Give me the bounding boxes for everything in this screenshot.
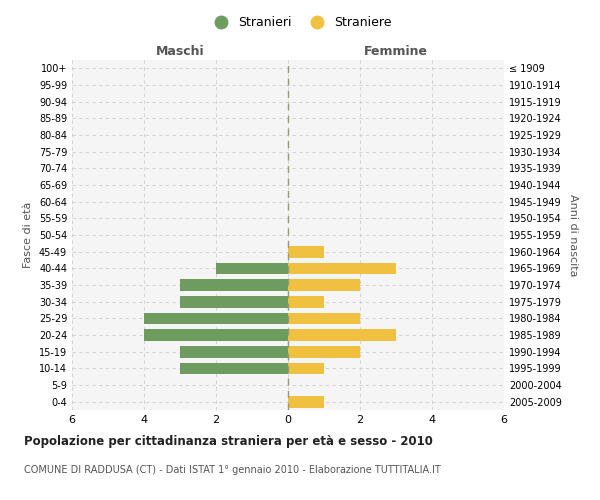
Text: COMUNE DI RADDUSA (CT) - Dati ISTAT 1° gennaio 2010 - Elaborazione TUTTITALIA.IT: COMUNE DI RADDUSA (CT) - Dati ISTAT 1° g… <box>24 465 441 475</box>
Bar <box>288 346 360 358</box>
Bar <box>180 296 288 308</box>
Bar <box>288 329 396 341</box>
Bar <box>144 329 288 341</box>
Y-axis label: Fasce di età: Fasce di età <box>23 202 33 268</box>
Legend: Stranieri, Straniere: Stranieri, Straniere <box>203 11 397 34</box>
Bar <box>288 279 360 291</box>
Bar <box>144 312 288 324</box>
Bar <box>288 262 396 274</box>
Y-axis label: Anni di nascita: Anni di nascita <box>568 194 578 276</box>
Bar <box>288 312 360 324</box>
Bar <box>288 296 324 308</box>
Bar <box>180 362 288 374</box>
Text: Femmine: Femmine <box>364 44 428 58</box>
Bar <box>288 246 324 258</box>
Bar <box>216 262 288 274</box>
Bar <box>180 279 288 291</box>
Bar <box>288 362 324 374</box>
Text: Maschi: Maschi <box>155 44 205 58</box>
Text: Popolazione per cittadinanza straniera per età e sesso - 2010: Popolazione per cittadinanza straniera p… <box>24 435 433 448</box>
Bar <box>180 346 288 358</box>
Bar <box>288 396 324 407</box>
